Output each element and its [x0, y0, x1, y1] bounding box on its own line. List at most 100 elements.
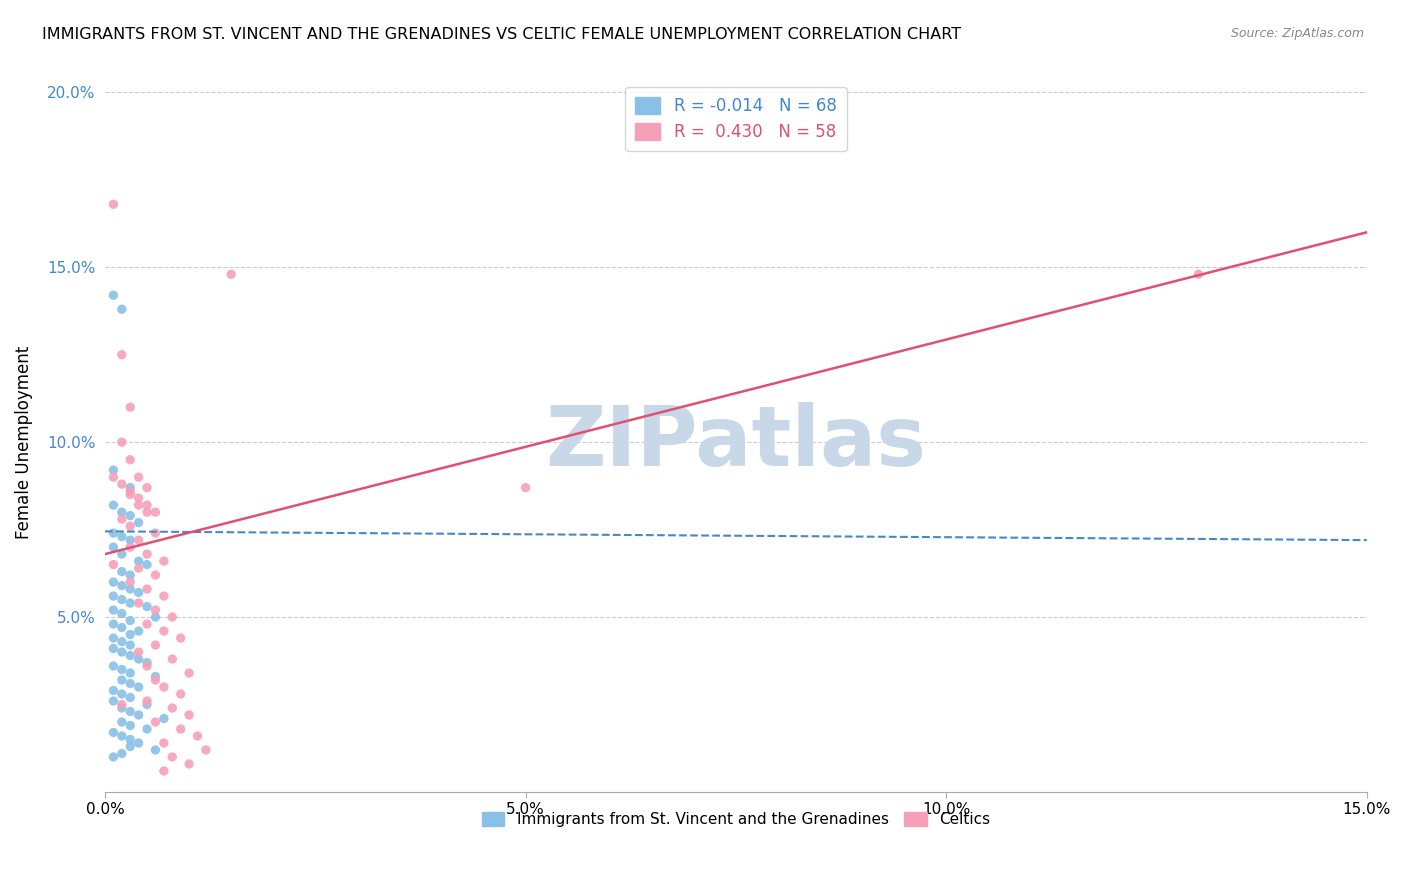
Point	[111, 687, 134, 701]
Point	[170, 722, 193, 736]
Point	[136, 547, 159, 561]
Point	[120, 732, 142, 747]
Point	[136, 617, 159, 632]
Point	[111, 592, 134, 607]
Point	[111, 302, 134, 317]
Point	[120, 582, 142, 596]
Point	[136, 656, 159, 670]
Point	[120, 452, 142, 467]
Point	[111, 673, 134, 687]
Point	[136, 558, 159, 572]
Point	[120, 481, 142, 495]
Point	[111, 435, 134, 450]
Point	[153, 736, 176, 750]
Point	[111, 512, 134, 526]
Point	[111, 747, 134, 761]
Point	[153, 711, 176, 725]
Point	[145, 743, 167, 757]
Point	[179, 756, 201, 771]
Point	[120, 638, 142, 652]
Point	[136, 722, 159, 736]
Point	[128, 554, 150, 568]
Point	[103, 558, 125, 572]
Point	[128, 585, 150, 599]
Point	[111, 634, 134, 648]
Point	[136, 481, 159, 495]
Point	[145, 610, 167, 624]
Point	[111, 547, 134, 561]
Point	[120, 666, 142, 681]
Point	[162, 610, 184, 624]
Point	[136, 659, 159, 673]
Point	[194, 743, 217, 757]
Point	[103, 589, 125, 603]
Point	[111, 714, 134, 729]
Point	[136, 698, 159, 712]
Point	[128, 652, 150, 666]
Point	[153, 764, 176, 778]
Point	[103, 641, 125, 656]
Point	[128, 498, 150, 512]
Point	[111, 729, 134, 743]
Point	[120, 676, 142, 690]
Point	[145, 505, 167, 519]
Point	[111, 645, 134, 659]
Y-axis label: Female Unemployment: Female Unemployment	[15, 345, 32, 539]
Point	[103, 540, 125, 554]
Point	[170, 631, 193, 645]
Point	[120, 568, 142, 582]
Point	[170, 687, 193, 701]
Point	[145, 603, 167, 617]
Point	[103, 694, 125, 708]
Point	[179, 708, 201, 723]
Point	[128, 624, 150, 638]
Point	[111, 505, 134, 519]
Point	[1187, 267, 1209, 281]
Point	[103, 498, 125, 512]
Point	[219, 267, 242, 281]
Point	[103, 526, 125, 541]
Point	[103, 659, 125, 673]
Point	[120, 488, 142, 502]
Point	[120, 627, 142, 641]
Point	[103, 463, 125, 477]
Point	[128, 708, 150, 723]
Point	[120, 508, 142, 523]
Point	[111, 578, 134, 592]
Point	[120, 614, 142, 628]
Point	[186, 729, 208, 743]
Point	[128, 596, 150, 610]
Point	[136, 505, 159, 519]
Point	[153, 589, 176, 603]
Legend: Immigrants from St. Vincent and the Grenadines, Celtics: Immigrants from St. Vincent and the Gren…	[475, 806, 997, 833]
Point	[162, 701, 184, 715]
Point	[515, 481, 537, 495]
Point	[111, 530, 134, 544]
Point	[111, 701, 134, 715]
Point	[111, 565, 134, 579]
Point	[111, 477, 134, 491]
Point	[111, 698, 134, 712]
Point	[103, 288, 125, 302]
Point	[128, 736, 150, 750]
Point	[145, 669, 167, 683]
Point	[103, 603, 125, 617]
Point	[128, 561, 150, 575]
Point	[179, 666, 201, 681]
Point	[111, 348, 134, 362]
Point	[120, 575, 142, 590]
Point	[162, 652, 184, 666]
Point	[145, 673, 167, 687]
Point	[128, 533, 150, 547]
Point	[120, 519, 142, 533]
Point	[111, 607, 134, 621]
Point	[128, 516, 150, 530]
Point	[145, 568, 167, 582]
Point	[136, 599, 159, 614]
Point	[103, 575, 125, 590]
Point	[120, 484, 142, 499]
Point	[136, 694, 159, 708]
Point	[120, 690, 142, 705]
Point	[120, 648, 142, 663]
Point	[120, 718, 142, 732]
